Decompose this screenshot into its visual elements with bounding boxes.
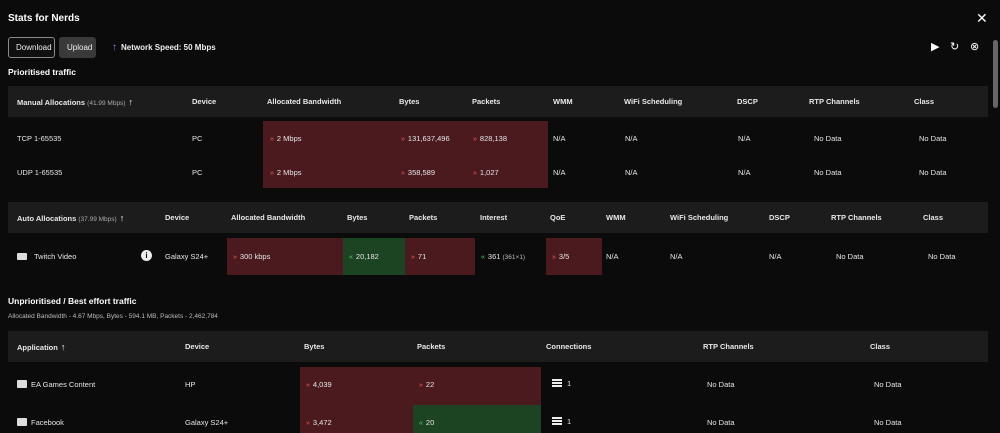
auto-allocations-header[interactable]: Auto Allocations (37.99 Mbps) ↑ bbox=[17, 213, 125, 223]
col-bytes: Bytes bbox=[347, 213, 368, 222]
col-rtp-channels: RTP Channels bbox=[703, 342, 754, 351]
facebook-icon bbox=[17, 418, 27, 426]
unprioritised-title: Unprioritised / Best effort traffic bbox=[8, 296, 137, 306]
arrow-down-double-icon: » bbox=[270, 170, 274, 177]
col-device: Device bbox=[185, 342, 210, 351]
arrow-up-icon: ↑ bbox=[112, 42, 117, 53]
col-packets: Packets bbox=[472, 97, 501, 106]
arrow-down-double-icon: » bbox=[270, 136, 274, 143]
arrow-down-double-icon: » bbox=[473, 136, 477, 143]
unprioritised-header: Application ↑ Device Bytes Packets Connec… bbox=[8, 331, 988, 362]
col-rtp-channels: RTP Channels bbox=[831, 213, 882, 222]
close-icon[interactable]: ✕ bbox=[976, 10, 988, 26]
unprioritised-summary: Allocated Bandwidth - 4.67 Mbps, Bytes -… bbox=[8, 313, 218, 320]
col-class: Class bbox=[870, 342, 891, 351]
info-icon[interactable]: i bbox=[141, 250, 152, 261]
col-packets: Packets bbox=[409, 213, 438, 222]
play-icon[interactable]: ▶ bbox=[931, 41, 940, 53]
col-class: Class bbox=[914, 97, 935, 106]
col-application[interactable]: Application ↑ bbox=[17, 342, 66, 352]
col-bytes: Bytes bbox=[399, 97, 420, 106]
auto-header: Auto Allocations (37.99 Mbps) ↑ Device Al… bbox=[8, 202, 988, 233]
arrow-down-double-icon: » bbox=[306, 420, 310, 427]
scrollbar[interactable] bbox=[993, 40, 998, 108]
arrow-down-double-icon: » bbox=[552, 254, 556, 261]
col-device: Device bbox=[165, 213, 190, 222]
col-device: Device bbox=[192, 97, 217, 106]
col-allocated-bandwidth: Allocated Bandwidth bbox=[231, 213, 306, 222]
col-class: Class bbox=[923, 213, 944, 222]
col-dscp: DSCP bbox=[769, 213, 790, 222]
col-packets: Packets bbox=[417, 342, 446, 351]
video-icon bbox=[17, 253, 27, 260]
sort-up-icon: ↑ bbox=[128, 97, 133, 107]
arrow-down-double-icon: » bbox=[233, 254, 237, 261]
prioritised-title: Prioritised traffic bbox=[8, 67, 77, 77]
col-dscp: DSCP bbox=[737, 97, 758, 106]
arrow-down-double-icon: » bbox=[401, 170, 405, 177]
col-interest: Interest bbox=[480, 213, 508, 222]
arrow-up-double-icon: « bbox=[481, 254, 485, 261]
arrow-up-double-icon: « bbox=[349, 254, 353, 261]
col-qoe: QoE bbox=[550, 213, 566, 222]
connections-icon bbox=[552, 417, 562, 425]
arrow-down-double-icon: » bbox=[401, 136, 405, 143]
manual-header: Manual Allocations (41.99 Mbps) ↑ Device … bbox=[8, 86, 988, 117]
window-title: Stats for Nerds bbox=[8, 13, 80, 24]
refresh-icon[interactable]: ↻ bbox=[950, 41, 960, 53]
manual-highlight bbox=[263, 121, 548, 188]
cancel-circle-icon[interactable]: ⊗ bbox=[970, 41, 980, 53]
col-bytes: Bytes bbox=[304, 342, 325, 351]
arrow-down-double-icon: » bbox=[473, 170, 477, 177]
col-allocated-bandwidth: Allocated Bandwidth bbox=[267, 97, 342, 106]
arrow-up-double-icon: « bbox=[419, 420, 423, 427]
col-wifi-scheduling: WiFi Scheduling bbox=[624, 97, 683, 106]
col-rtp-channels: RTP Channels bbox=[809, 97, 860, 106]
arrow-down-double-icon: » bbox=[306, 382, 310, 389]
col-wmm: WMM bbox=[553, 97, 573, 106]
upload-tab-button[interactable]: Upload bbox=[59, 37, 96, 58]
download-tab-button[interactable]: Download bbox=[8, 37, 55, 58]
arrow-down-double-icon: » bbox=[411, 254, 415, 261]
arrow-down-double-icon: » bbox=[419, 382, 423, 389]
network-speed-label: Network Speed: 50 Mbps bbox=[121, 43, 216, 52]
folder-icon bbox=[17, 380, 27, 388]
connections-icon bbox=[552, 379, 562, 387]
col-connections: Connections bbox=[546, 342, 592, 351]
col-wifi-scheduling: WiFi Scheduling bbox=[670, 213, 729, 222]
col-wmm: WMM bbox=[606, 213, 626, 222]
network-speed: ↑ Network Speed: 50 Mbps bbox=[112, 42, 216, 53]
sort-up-icon: ↑ bbox=[119, 213, 125, 223]
manual-allocations-header[interactable]: Manual Allocations (41.99 Mbps) ↑ bbox=[17, 97, 133, 107]
sort-up-icon: ↑ bbox=[60, 342, 66, 352]
